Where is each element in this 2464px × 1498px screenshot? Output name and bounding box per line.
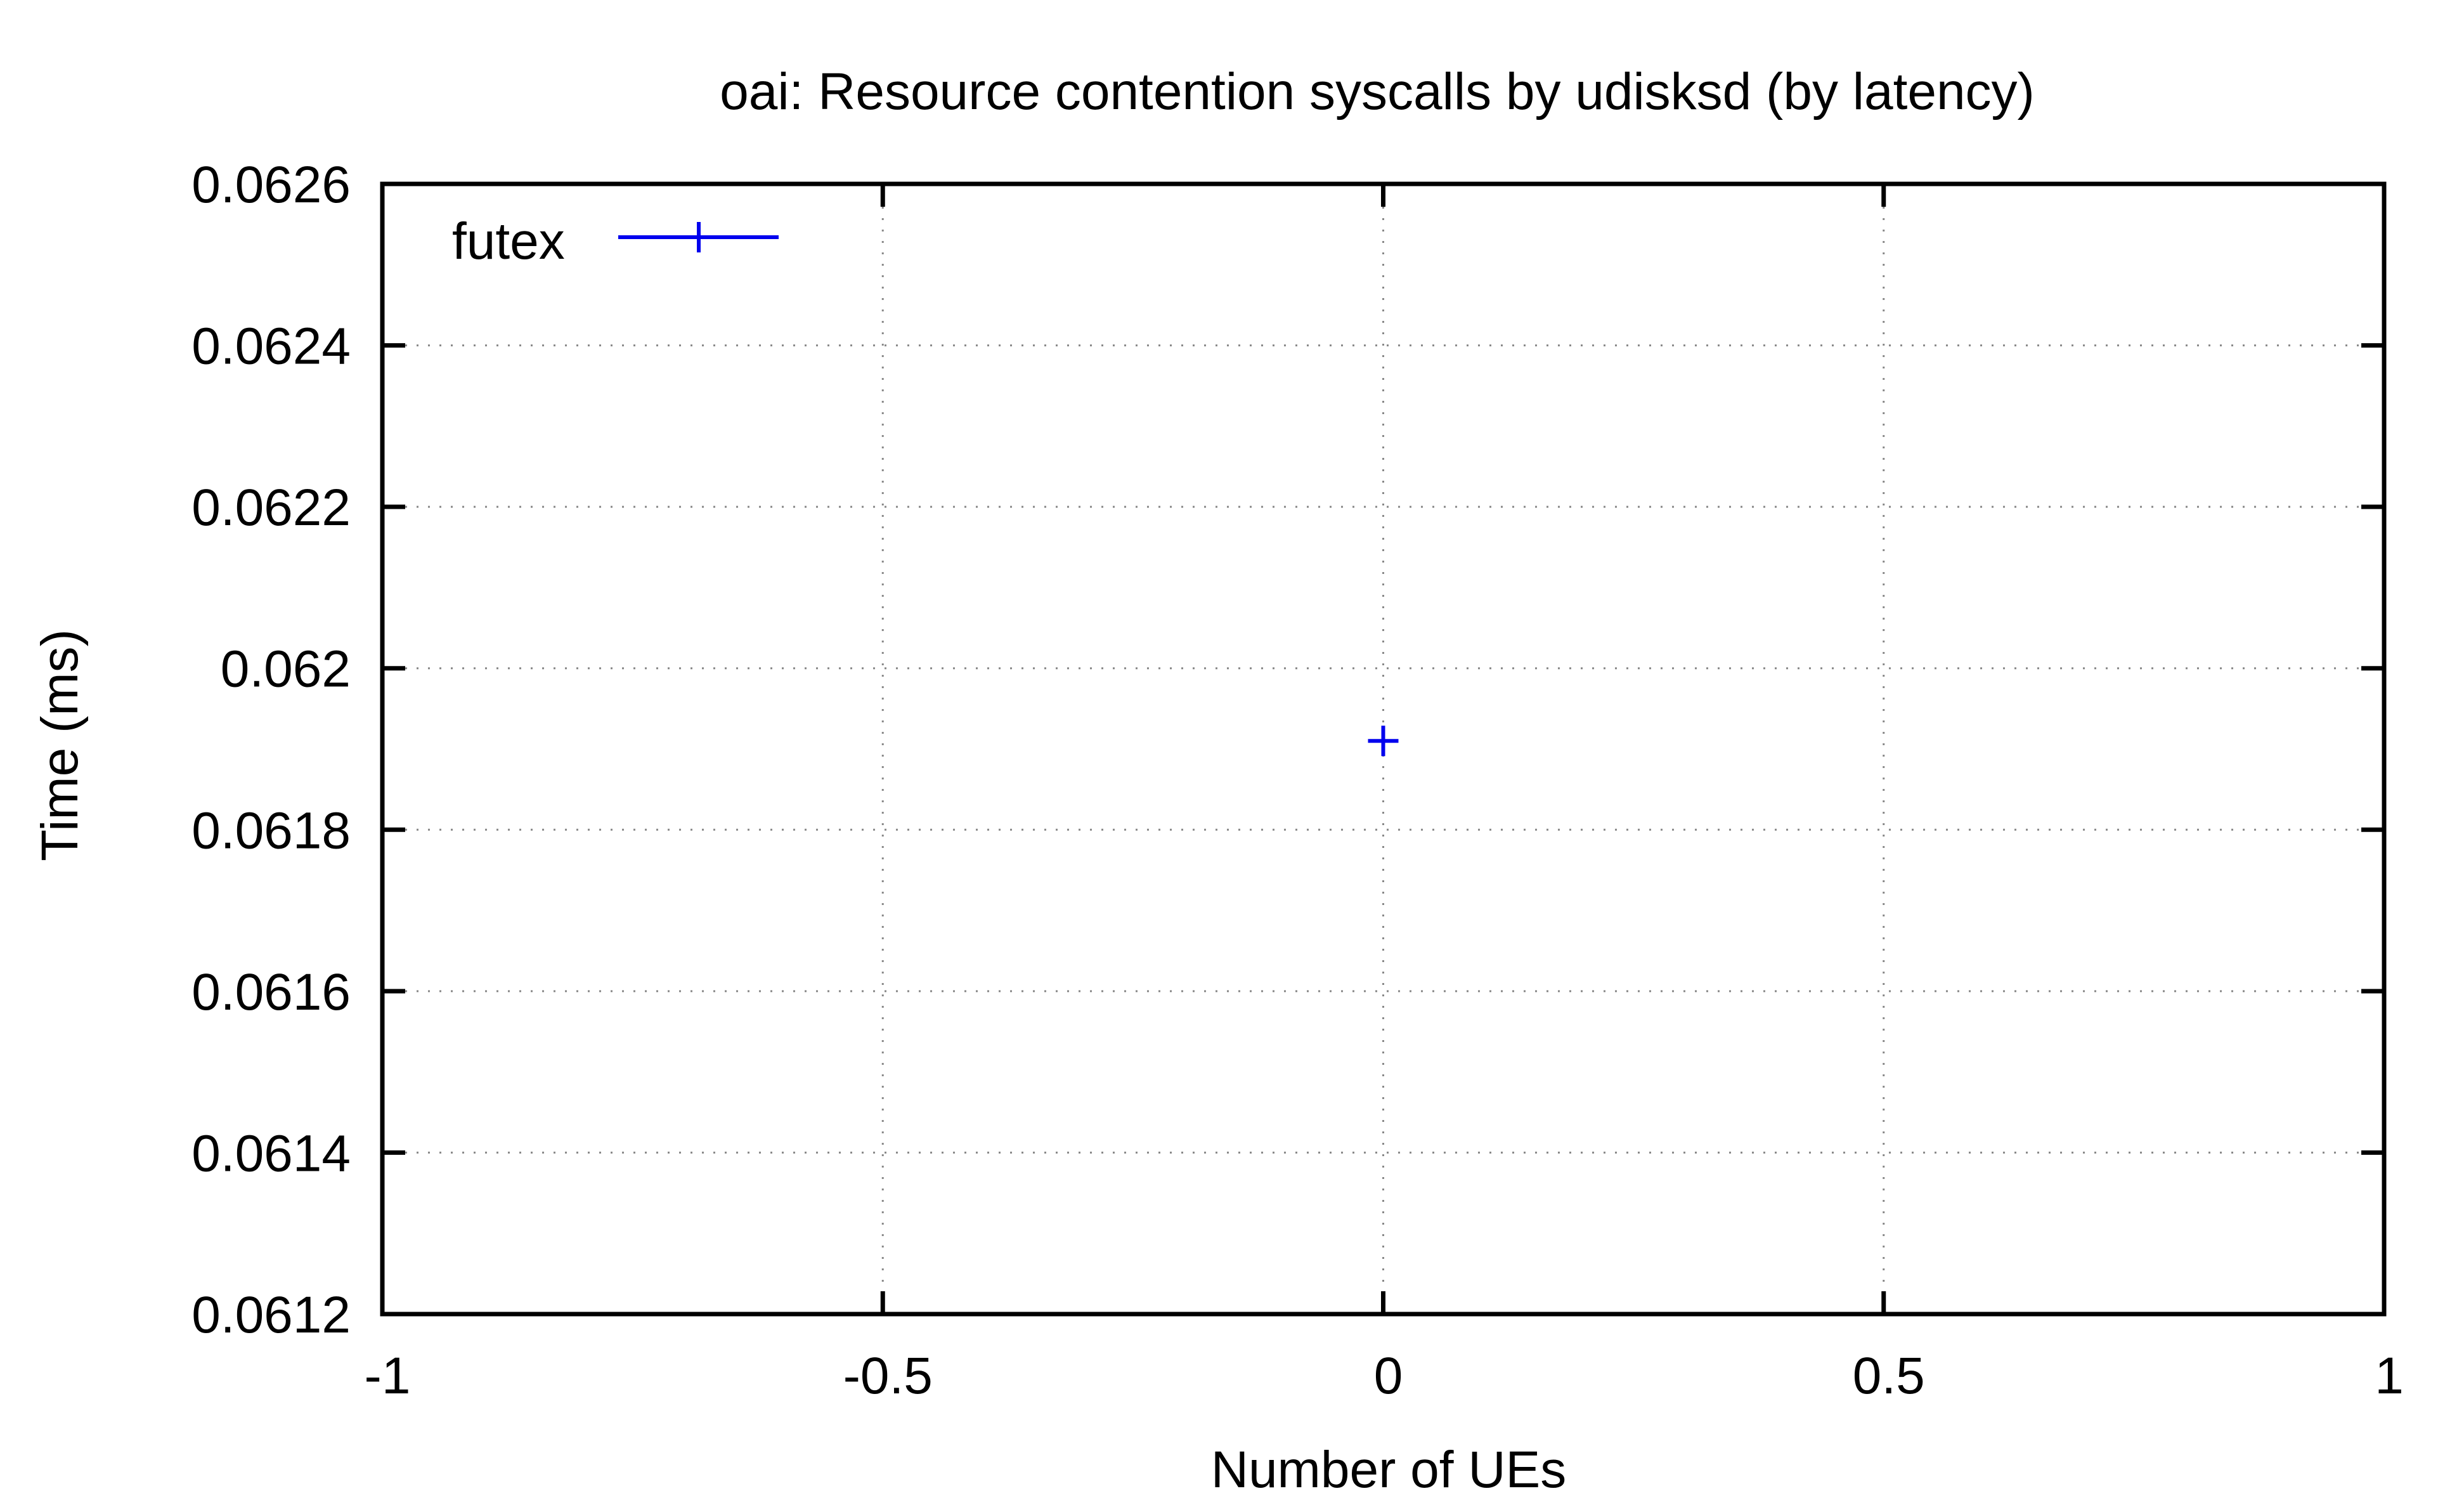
legend-label-futex: futex: [452, 212, 565, 270]
y-tick-label: 0.0622: [191, 479, 351, 537]
series-layer: [1368, 726, 1399, 757]
y-tick-label: 0.0616: [191, 963, 351, 1021]
x-tick-label: 0: [1374, 1347, 1403, 1405]
y-tick-label: 0.062: [221, 641, 351, 698]
x-tick-label: 0.5: [1853, 1347, 1925, 1405]
y-axis-title: Time (ms): [31, 629, 89, 861]
data-point-futex: [1368, 726, 1399, 757]
x-tick-label: 1: [2375, 1347, 2404, 1405]
x-tick-label: -0.5: [843, 1347, 933, 1405]
y-tick-label: 0.0618: [191, 802, 351, 859]
x-tick-labels: -1 -0.5 0 0.5 1: [365, 1347, 2404, 1405]
y-tick-label: 0.0614: [191, 1124, 351, 1182]
y-tick-label: 0.0626: [191, 156, 351, 214]
y-tick-labels: 0.0612 0.0614 0.0616 0.0618 0.062 0.0622 0.062…: [191, 156, 351, 1344]
legend: futex: [452, 212, 779, 270]
grid: [382, 184, 2384, 1314]
x-tick-label: -1: [365, 1347, 411, 1405]
y-tick-label: 0.0612: [191, 1286, 351, 1344]
chart-title: oai: Resource contention syscalls by udi…: [720, 63, 2035, 120]
plot-frame: [380, 181, 2387, 1317]
legend-plus-marker: [684, 222, 714, 252]
legend-marker-futex: [684, 222, 714, 252]
y-tick-label: 0.0624: [191, 318, 351, 375]
x-axis-title: Number of UEs: [1211, 1441, 1567, 1498]
